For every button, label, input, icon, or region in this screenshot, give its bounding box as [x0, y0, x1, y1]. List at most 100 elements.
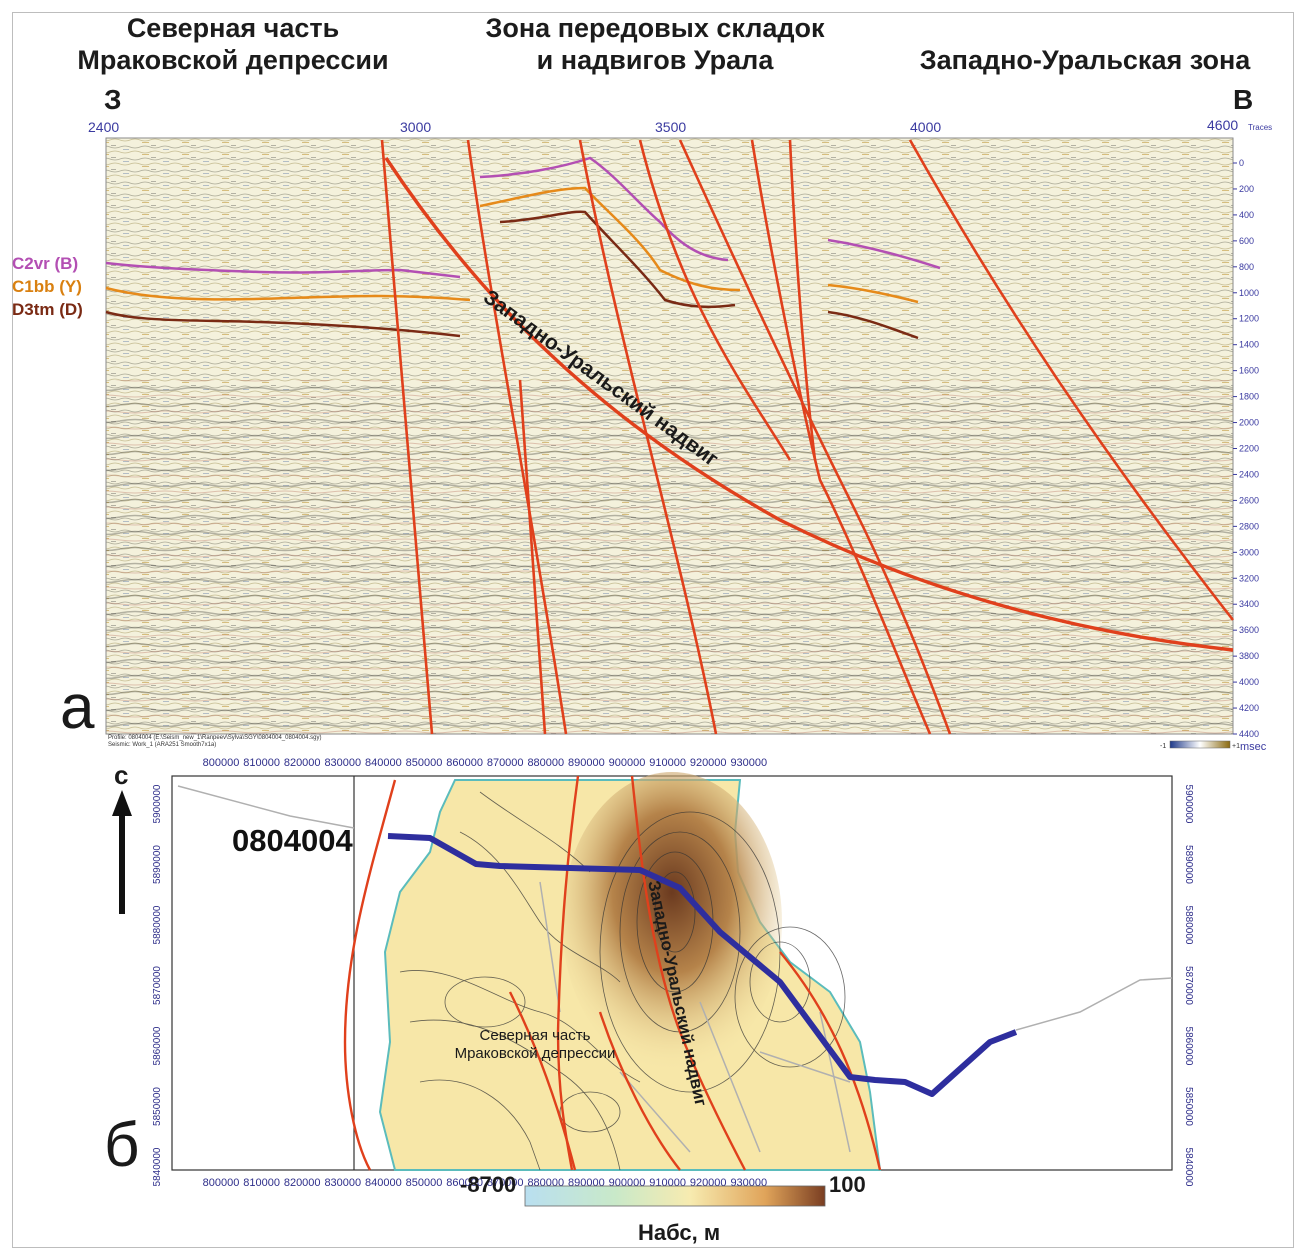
map-x-tick-bottom: 870000 — [487, 1177, 524, 1189]
map-fault-line — [598, 1011, 681, 1171]
figure-frame — [12, 12, 1294, 1248]
map-fault-line — [556, 775, 580, 1171]
map-x-tick-top: 900000 — [609, 757, 646, 769]
horizon-c2vr-center — [479, 156, 729, 262]
fault-line — [678, 139, 952, 735]
legend-min-value: -8700 — [460, 1172, 517, 1197]
time-tick: 2000 — [1239, 418, 1259, 428]
time-tick: 400 — [1239, 210, 1254, 220]
secondary-profiles — [177, 785, 1173, 1153]
horizon-c1bb-center — [479, 186, 741, 292]
map-x-tick-bottom: 800000 — [203, 1177, 240, 1189]
zone-title-left-line2: Мраковской депрессии — [77, 45, 389, 75]
map-x-tick-top: 930000 — [730, 757, 767, 769]
seismic-frame — [105, 137, 1234, 735]
seismic-section: 2400 3000 3500 4000 4600 Traces 0 200 400 6… — [88, 117, 1272, 753]
map-x-tick-bottom: 860000 — [446, 1177, 483, 1189]
map-x-tick-top: 800000 — [203, 757, 240, 769]
map-y-tick-left: 5870000 — [152, 966, 163, 1005]
map-x-tick-top: 850000 — [406, 757, 443, 769]
map-x-tick-top: 820000 — [284, 757, 321, 769]
map-area-label-line2: Мраковской депрессии — [454, 1045, 616, 1062]
direction-east: В — [1233, 84, 1254, 115]
map-y-tick-right: 5900000 — [1183, 785, 1194, 824]
fault-line — [380, 139, 434, 735]
map-fault-line — [779, 951, 882, 1171]
map-faults — [343, 775, 882, 1171]
horizon-label-c2vr: C2vr (B) — [12, 254, 79, 273]
horizon-c2vr-left — [105, 261, 461, 279]
map-y-tick-left: 5880000 — [152, 905, 163, 944]
legend-max-value: 100 — [829, 1172, 866, 1197]
zone-title-center-line2: и надвигов Урала — [536, 45, 774, 75]
zone-title-right: Западно-Уральская зона — [919, 45, 1251, 75]
map-x-tick-top: 920000 — [690, 757, 727, 769]
time-tick: 600 — [1239, 236, 1254, 246]
panel-label-a: а — [60, 673, 95, 742]
time-tick: 0 — [1239, 158, 1244, 168]
map-x-tick-top: 810000 — [243, 757, 280, 769]
map-fault-line — [630, 775, 747, 1171]
time-tick: 1200 — [1239, 314, 1259, 324]
map-x-tick-top: 860000 — [446, 757, 483, 769]
zone-title-center: Зона передовых складок и надвигов Урала — [465, 12, 845, 76]
map-x-tick-top: 910000 — [649, 757, 686, 769]
trace-axis: 2400 3000 3500 4000 4600 Traces — [88, 117, 1272, 135]
map-y-tick-right: 5850000 — [1183, 1087, 1194, 1126]
map-y-tick-right: 5840000 — [1183, 1148, 1194, 1187]
horizon-c1bb-left — [105, 286, 471, 302]
map-x-tick-top: 840000 — [365, 757, 402, 769]
time-tick: 4400 — [1239, 729, 1259, 739]
trace-tick: 3000 — [400, 119, 431, 135]
time-tick: 3600 — [1239, 625, 1259, 635]
time-tick: 3000 — [1239, 547, 1259, 557]
thrust-fault-line — [384, 157, 1234, 652]
trace-tick: 4600 — [1207, 117, 1238, 133]
horizon-d3tm-center — [499, 210, 736, 309]
trace-tick: 3500 — [655, 119, 686, 135]
fault-line — [518, 379, 547, 735]
time-tick: 4200 — [1239, 703, 1259, 713]
time-unit: msec — [1240, 741, 1267, 753]
zone-title-center-line1: Зона передовых складок — [485, 13, 825, 43]
seismic-footer-line2: Seismic: Work_1 (ARA251 Smooth7x1a) — [108, 742, 217, 748]
time-tick: 4000 — [1239, 677, 1259, 687]
map-panel: Западно-Уральский надвиг 800000800000810… — [112, 757, 1194, 1207]
map-x-axis: 8000008000008100008100008200008200008300… — [203, 757, 768, 1189]
map-y-axis: 5900000 5900000 5890000 5890000 5880000 58800… — [152, 784, 1194, 1187]
profile-line-0804004 — [387, 833, 1018, 1097]
depth-legend-bar — [524, 1185, 826, 1207]
horizon-d3tm-right — [827, 310, 919, 340]
time-tick: 3400 — [1239, 599, 1259, 609]
map-x-tick-bottom: 810000 — [243, 1177, 280, 1189]
map-x-tick-bottom: 850000 — [406, 1177, 443, 1189]
profile-id-label: 0804004 — [232, 823, 353, 858]
seismic-reflectors-deep — [106, 380, 1233, 734]
time-tick: 1600 — [1239, 366, 1259, 376]
map-x-tick-top: 890000 — [568, 757, 605, 769]
zone-title-left-line1: Северная часть — [126, 13, 340, 43]
map-x-tick-bottom: 820000 — [284, 1177, 321, 1189]
colorbar-min: -1 — [1160, 743, 1166, 750]
north-arrowhead-icon — [112, 790, 132, 816]
seismic-colorbar — [1169, 740, 1231, 749]
map-x-tick-top: 880000 — [527, 757, 564, 769]
time-tick: 800 — [1239, 262, 1254, 272]
map-y-tick-left: 5890000 — [152, 845, 163, 884]
map-area-label: Северная часть Мраковской депрессии — [420, 1027, 650, 1063]
map-x-tick-bottom: 840000 — [365, 1177, 402, 1189]
map-y-tick-right: 5860000 — [1183, 1027, 1194, 1066]
map-area-label-line1: Северная часть — [479, 1027, 591, 1044]
map-y-tick-right: 5870000 — [1183, 966, 1194, 1005]
colorbar-max: +1 — [1232, 743, 1240, 750]
map-y-tick-right: 5890000 — [1183, 845, 1194, 884]
zone-title-left: Северная часть Мраковской депрессии — [58, 12, 408, 76]
time-tick: 1800 — [1239, 392, 1259, 402]
map-high-area — [562, 772, 782, 1072]
trace-axis-unit: Traces — [1248, 123, 1272, 132]
fault-line — [578, 139, 718, 735]
map-x-tick-top: 870000 — [487, 757, 524, 769]
map-x-tick-bottom: 830000 — [324, 1177, 361, 1189]
time-tick: 3200 — [1239, 573, 1259, 583]
time-tick: 1400 — [1239, 340, 1259, 350]
